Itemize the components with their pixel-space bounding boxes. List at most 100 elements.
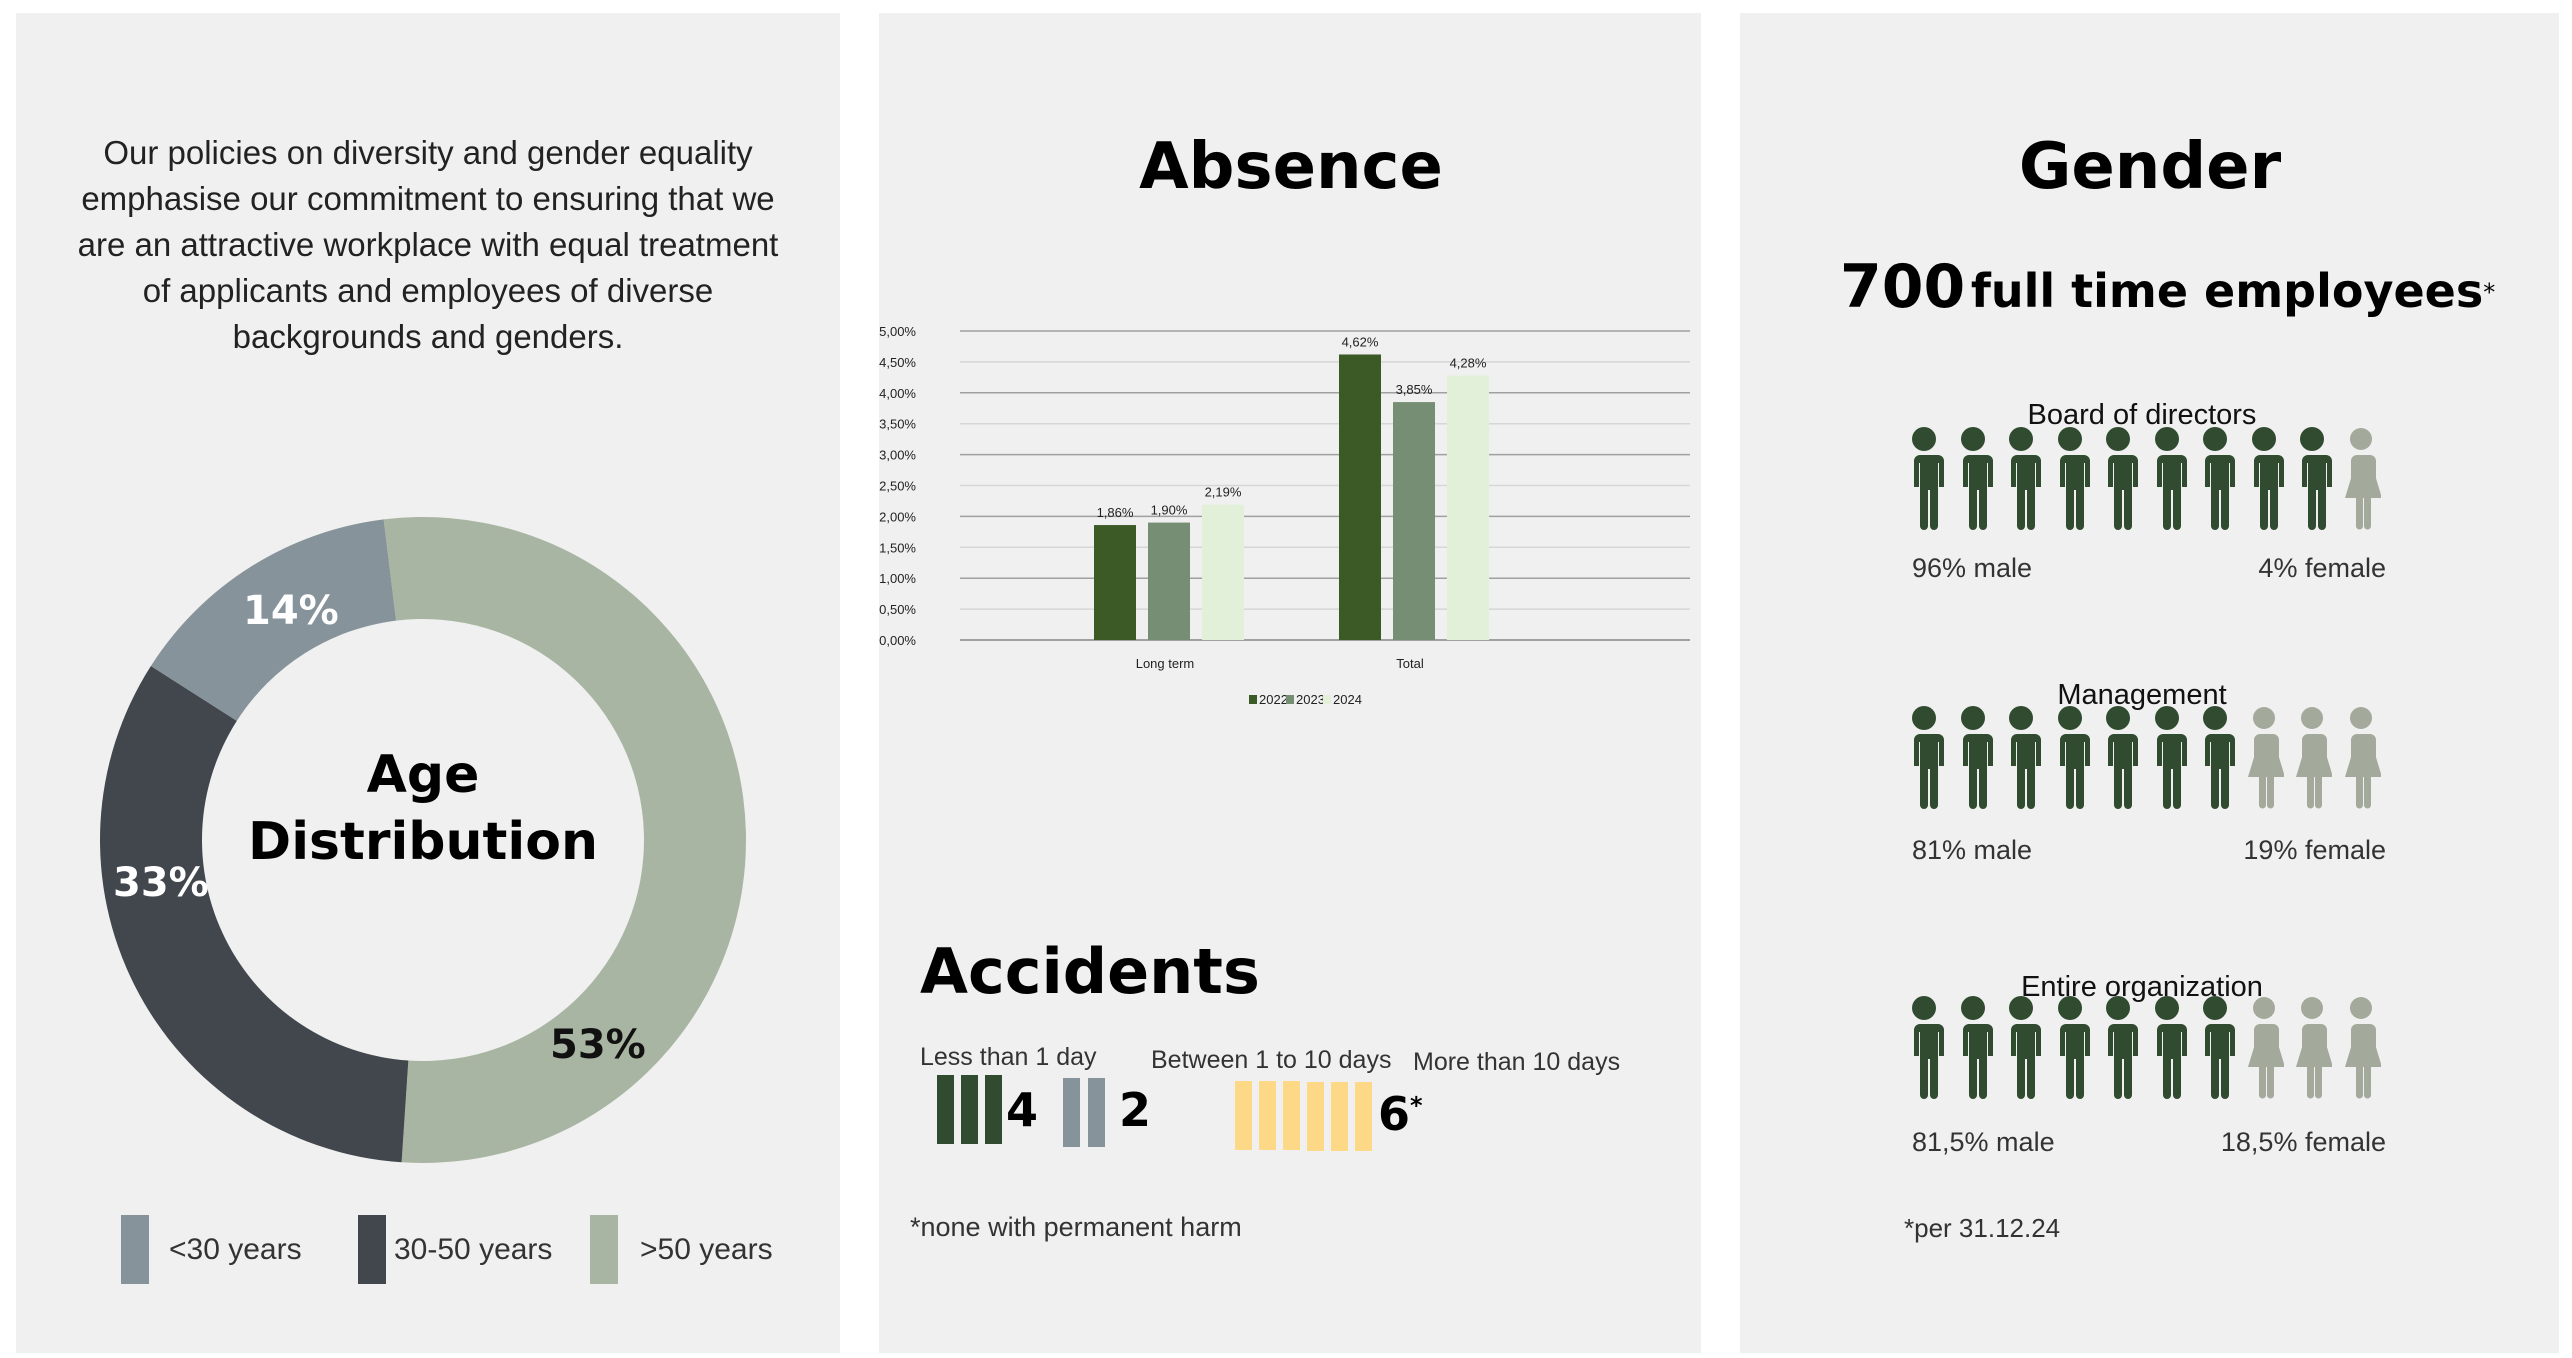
female-person-icon (2247, 997, 2284, 1099)
male-person-icon (1910, 996, 1944, 1099)
female-percentage: 4% female (2258, 553, 2386, 583)
male-person-icon (2055, 706, 2090, 809)
male-person-icon (2104, 996, 2138, 1099)
segment-label-under-30: 14% (243, 588, 339, 634)
legend-swatch (1286, 695, 1294, 704)
bar-2024-total (1447, 375, 1489, 640)
y-tick-label: 4,00% (879, 386, 916, 401)
employees-headline: 700 full time employees* (1840, 252, 2495, 322)
employees-number: 700 (1840, 252, 1966, 322)
absence-title: Absence (1139, 130, 1443, 204)
male-person-icon (1958, 427, 1993, 530)
accident-bar (1259, 1081, 1276, 1150)
male-percentage: 81,5% male (1912, 1127, 2055, 1157)
accident-bar (1355, 1082, 1372, 1151)
accident-count-1-10-days: 2 (1119, 1083, 1152, 1137)
legend-swatch (1323, 695, 1331, 704)
female-percentage: 18,5% female (2220, 1127, 2386, 1157)
male-percentage: 81% male (1912, 835, 2033, 865)
accident-count-more-10-days: 6* (1378, 1087, 1423, 1141)
gender-row-title: Entire organization (2021, 971, 2263, 1003)
y-tick-label: 0,00% (879, 633, 916, 648)
accident-label-1-10-days: Between 1 to 10 days (1151, 1046, 1392, 1074)
male-person-icon (1958, 706, 1993, 809)
male-person-icon (2152, 706, 2187, 809)
accident-bar (1307, 1082, 1324, 1151)
donut-title-distribution: Distribution (248, 812, 598, 872)
bar-2024-long-term (1202, 504, 1244, 640)
age-donut-chart (99, 517, 746, 1163)
data-label: 3,85% (1396, 382, 1433, 397)
legend-label: 2023 (1296, 692, 1325, 707)
male-person-icon (2007, 427, 2041, 530)
y-tick-label: 2,00% (879, 509, 916, 524)
x-tick-label: Total (1396, 656, 1424, 671)
female-person-icon (2344, 997, 2381, 1099)
male-person-icon (1910, 427, 1944, 530)
accident-bar (1088, 1078, 1105, 1147)
male-person-icon (2055, 996, 2090, 1099)
employees-text: full time employees (1970, 264, 2484, 318)
legend-swatch-30-50 (358, 1215, 386, 1284)
male-person-icon (2201, 706, 2235, 809)
y-tick-label: 4,50% (879, 355, 916, 370)
bar-2022-long-term (1094, 525, 1136, 640)
gender-row-title: Board of directors (2027, 399, 2257, 431)
data-label: 2,19% (1205, 485, 1242, 500)
legend-swatch-under-30 (121, 1215, 149, 1284)
y-tick-label: 3,00% (879, 448, 916, 463)
donut-segment-30-50 (99, 665, 409, 1163)
accident-label-less-1-day: Less than 1 day (920, 1043, 1097, 1071)
accident-bar (985, 1075, 1002, 1144)
gender-row-title: Management (2057, 679, 2227, 711)
accident-count-note: * (1410, 1091, 1423, 1120)
female-person-icon (2344, 707, 2381, 809)
segment-label-30-50: 33% (113, 860, 209, 906)
gender-title: Gender (2018, 130, 2282, 204)
male-person-icon (2007, 996, 2041, 1099)
male-person-icon (2055, 427, 2090, 530)
gender-footnote: *per 31.12.24 (1904, 1213, 2061, 1243)
intro-text: Our policies on diversity and gender equ… (77, 134, 779, 355)
accident-bar (1283, 1081, 1300, 1150)
data-label: 1,90% (1151, 503, 1188, 518)
accident-bar (1063, 1078, 1080, 1147)
donut-segment-under-30 (150, 519, 397, 721)
accident-bar (1235, 1081, 1252, 1150)
y-tick-label: 1,00% (879, 571, 916, 586)
accident-count-value: 6 (1378, 1087, 1411, 1141)
male-percentage: 96% male (1912, 553, 2033, 583)
y-tick-label: 5,00% (879, 324, 916, 339)
male-person-icon (2201, 996, 2235, 1099)
legend-label-under-30: <30 years (169, 1233, 302, 1266)
male-person-icon (2249, 427, 2284, 530)
male-person-icon (2104, 427, 2138, 530)
accident-bar (1331, 1082, 1348, 1151)
accident-label-more-10-days: More than 10 days (1413, 1048, 1621, 1076)
bar-2023-long-term (1148, 522, 1190, 640)
gender-panel (1740, 13, 2559, 1353)
accident-bar (961, 1075, 978, 1144)
bar-2022-total (1339, 354, 1381, 640)
female-person-icon (2344, 428, 2381, 530)
absence-bar-chart: 0,00% 0,50% 1,00% 1,50% 2,00% 2,50% 3,00% 3,50%… (879, 324, 1690, 707)
data-label: 4,28% (1450, 355, 1487, 370)
male-person-icon (2152, 427, 2187, 530)
y-tick-label: 2,50% (879, 479, 916, 494)
data-label: 4,62% (1342, 334, 1379, 349)
male-person-icon (2201, 427, 2235, 530)
female-person-icon (2296, 707, 2332, 809)
y-tick-label: 3,50% (879, 417, 916, 432)
employees-note: * (2483, 278, 2496, 307)
male-person-icon (2104, 706, 2138, 809)
bar-2023-total (1393, 402, 1435, 640)
x-tick-label: Long term (1136, 656, 1195, 671)
segment-label-over-50: 53% (550, 1022, 646, 1068)
male-person-icon (2298, 427, 2332, 530)
y-tick-label: 1,50% (879, 540, 916, 555)
legend-label-over-50: >50 years (640, 1233, 773, 1266)
male-person-icon (2007, 706, 2041, 809)
female-person-icon (2296, 997, 2332, 1099)
data-label: 1,86% (1097, 505, 1134, 520)
donut-title-age: Age (366, 745, 480, 805)
